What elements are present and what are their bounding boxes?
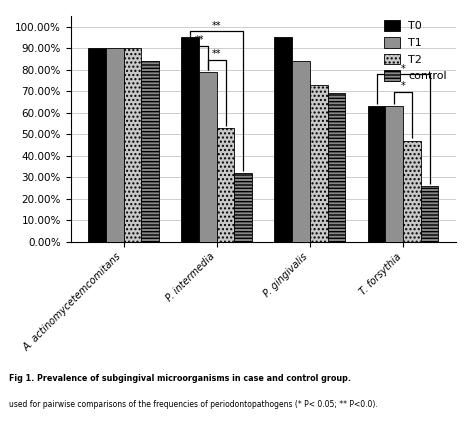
Bar [123, 48, 141, 242]
Bar [403, 140, 421, 242]
Bar [217, 128, 235, 242]
Bar [141, 61, 159, 242]
Bar [385, 106, 403, 242]
Text: *: * [401, 63, 406, 74]
Text: used for pairwise comparisons of the frequencies of periodontopathogens (* P< 0.: used for pairwise comparisons of the fre… [9, 400, 378, 409]
Bar [106, 48, 123, 242]
Bar [199, 72, 217, 242]
Legend: T0, T1, T2, control: T0, T1, T2, control [381, 17, 450, 85]
Text: **: ** [194, 35, 204, 45]
Bar [328, 93, 345, 242]
Bar [235, 173, 252, 242]
Text: *: * [401, 81, 406, 91]
Bar [181, 38, 199, 242]
Bar [368, 106, 385, 242]
Text: Fig 1. Prevalence of subgingival microorganisms in case and control group.: Fig 1. Prevalence of subgingival microor… [9, 374, 351, 383]
Text: **: ** [212, 49, 221, 59]
Bar [421, 186, 439, 242]
Bar [88, 48, 106, 242]
Bar [310, 85, 328, 242]
Bar [275, 38, 292, 242]
Text: **: ** [212, 21, 221, 30]
Bar [292, 61, 310, 242]
